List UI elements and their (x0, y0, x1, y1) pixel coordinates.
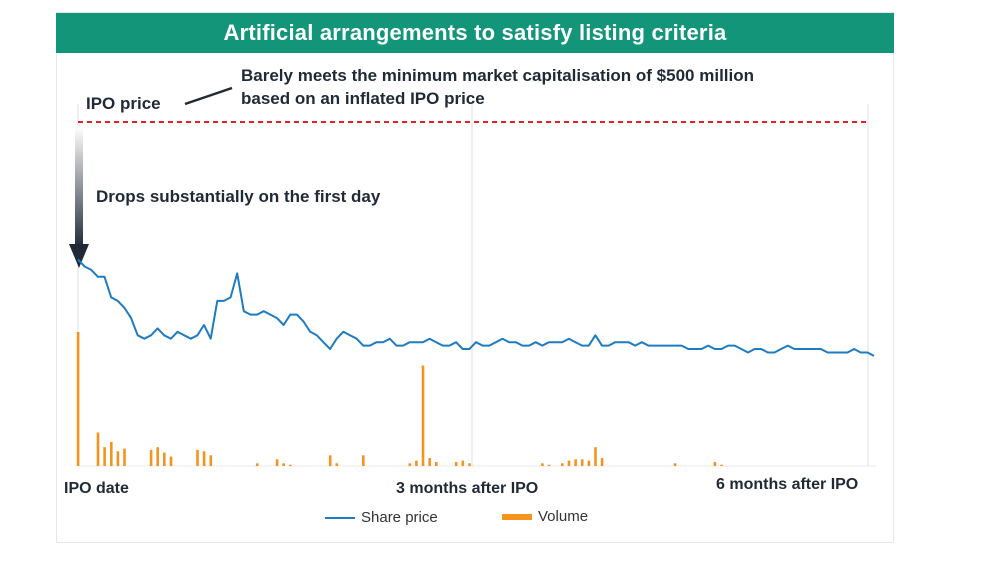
first-day-drop-annotation: Drops substantially on the first day (96, 187, 381, 206)
volume-bar (415, 460, 418, 466)
market-cap-annotation-line2: based on an inflated IPO price (241, 89, 485, 108)
volume-bar (255, 463, 259, 466)
volume-bar (574, 459, 577, 466)
volume-bar (335, 463, 339, 466)
volume-bar (275, 459, 279, 466)
volume-bar (580, 459, 584, 466)
volume-bar (282, 463, 285, 466)
volume-bar (567, 460, 571, 466)
volume-bar (96, 432, 100, 466)
x-label-3-months: 3 months after IPO (396, 480, 539, 497)
volume-bar (103, 447, 106, 466)
ipo-price-label: IPO price (86, 94, 161, 113)
volume-bar (408, 463, 412, 466)
volume-bar (421, 365, 425, 466)
drop-arrow-shaft (75, 126, 83, 248)
x-label-6-months: 6 months after IPO (716, 476, 859, 493)
chart-title: Artificial arrangements to satisfy listi… (56, 13, 894, 53)
volume-bar (713, 462, 717, 466)
volume-bar (362, 455, 365, 466)
volume-bar (156, 447, 159, 466)
volume-bar (123, 448, 126, 466)
volume-bar (163, 452, 166, 466)
volume-bar (435, 462, 438, 466)
volume-bar (461, 460, 465, 466)
volume-bar (428, 458, 431, 466)
volume-bar (547, 464, 551, 466)
volume-series (76, 332, 723, 466)
market-cap-annotation-line1: Barely meets the minimum market capitali… (241, 66, 755, 85)
share-price-line (77, 258, 875, 357)
volume-bar (720, 464, 723, 466)
volume-bar (468, 463, 471, 466)
volume-bar (116, 451, 120, 466)
volume-bar (594, 447, 597, 466)
volume-bar (202, 451, 206, 466)
drop-arrow-head (69, 244, 89, 268)
legend-share-price-label: Share price (361, 509, 438, 526)
volume-bar (209, 455, 213, 466)
volume-bar (76, 332, 80, 466)
volume-bar (169, 456, 173, 466)
x-label-ipo-date: IPO date (64, 480, 129, 497)
volume-bar (110, 441, 113, 466)
volume-bar (541, 463, 544, 466)
callout-leader (184, 86, 233, 106)
volume-bar (561, 463, 564, 466)
volume-bar (600, 458, 604, 466)
legend-bar-swatch (502, 513, 532, 520)
legend-volume-label: Volume (538, 508, 589, 525)
legend-volume: Volume (502, 508, 588, 525)
volume-bar (149, 449, 153, 466)
volume-bar (196, 449, 199, 466)
volume-bar (673, 463, 677, 466)
legend-line-swatch (325, 516, 355, 519)
volume-bar (454, 462, 458, 466)
volume-bar (289, 464, 292, 466)
volume-bar (328, 455, 332, 466)
volume-bar (587, 460, 591, 466)
legend-share-price: Share price (325, 509, 438, 526)
